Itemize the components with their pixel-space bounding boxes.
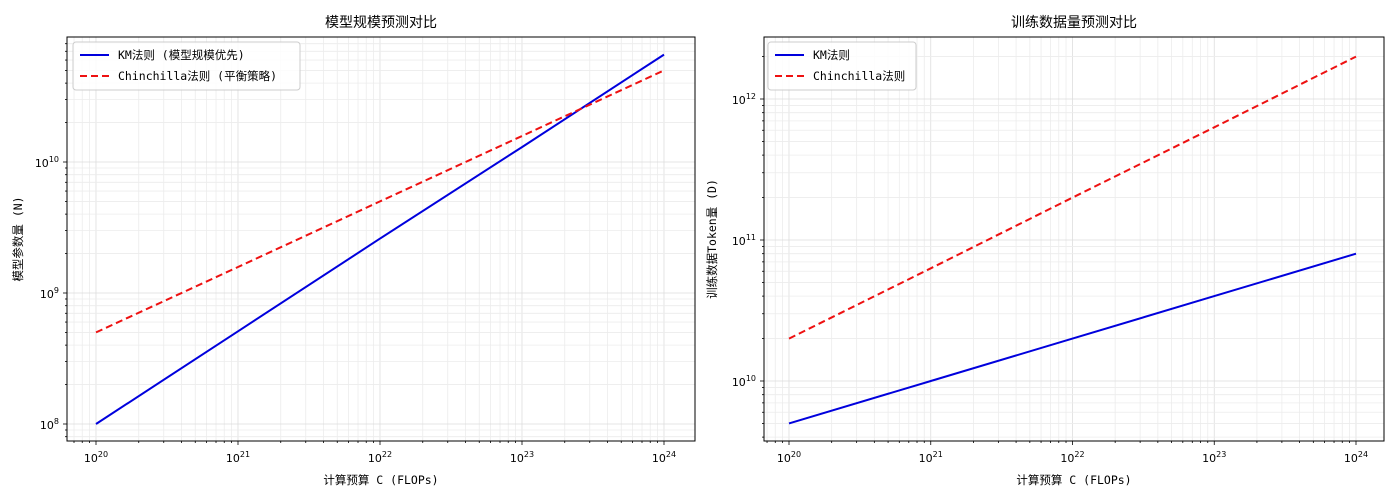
left-ticks: 1020 1021 1022 1023 1024 108 109 1010 — [35, 43, 676, 465]
y-tick-label: 1010 — [732, 374, 756, 389]
left-axes-frame — [66, 36, 696, 442]
y-tick-label: 109 — [40, 286, 59, 301]
right-chart-panel: 1020 1021 1022 1023 1024 1010 1011 1012 训练数据量预测… — [705, 15, 1385, 487]
left-x-axis-label: 计算预算 C (FLOPs) — [323, 473, 438, 487]
left-grid — [67, 37, 695, 441]
right-legend-km: KM法则 — [813, 48, 850, 62]
x-tick-label: 1022 — [368, 450, 392, 465]
x-tick-label: 1022 — [1060, 450, 1084, 465]
left-chinchilla-line — [95, 69, 665, 334]
right-x-axis-label: 计算预算 C (FLOPs) — [1016, 473, 1131, 487]
y-tick-label: 108 — [40, 417, 59, 432]
right-chart-title: 训练数据量预测对比 — [1011, 15, 1137, 31]
y-tick-label: 1010 — [35, 155, 59, 170]
x-tick-label: 1021 — [226, 450, 250, 465]
y-tick-label: 1011 — [732, 233, 756, 248]
left-legend-box — [72, 41, 301, 91]
left-legend-chinchilla: Chinchilla法则 (平衡策略) — [118, 69, 277, 83]
x-tick-label: 1024 — [1344, 450, 1368, 465]
right-y-axis-label: 训练数据Token量 (D) — [705, 179, 719, 299]
left-chart-title: 模型规模预测对比 — [325, 15, 437, 31]
x-tick-label: 1024 — [652, 450, 676, 465]
right-grid — [764, 37, 1384, 441]
right-ticks: 1020 1021 1022 1023 1024 1010 1011 1012 — [732, 56, 1368, 465]
x-tick-label: 1021 — [919, 450, 943, 465]
right-chinchilla-line — [788, 55, 1357, 340]
x-tick-label: 1023 — [510, 450, 534, 465]
right-legend: KM法则 Chinchilla法则 — [767, 41, 917, 91]
x-tick-label: 1020 — [777, 450, 801, 465]
left-km-line — [95, 53, 665, 425]
y-tick-label: 1012 — [732, 92, 756, 107]
x-tick-label: 1023 — [1202, 450, 1226, 465]
left-y-axis-label: 模型参数量 (N) — [11, 196, 25, 281]
x-tick-label: 1020 — [84, 450, 108, 465]
left-legend-km: KM法则 (模型规模优先) — [118, 48, 245, 62]
right-axes-frame — [763, 36, 1385, 442]
right-legend-chinchilla: Chinchilla法则 — [813, 69, 905, 83]
left-legend: KM法则 (模型规模优先) Chinchilla法则 (平衡策略) — [72, 41, 301, 91]
right-km-line — [788, 252, 1357, 425]
right-legend-box — [767, 41, 917, 91]
